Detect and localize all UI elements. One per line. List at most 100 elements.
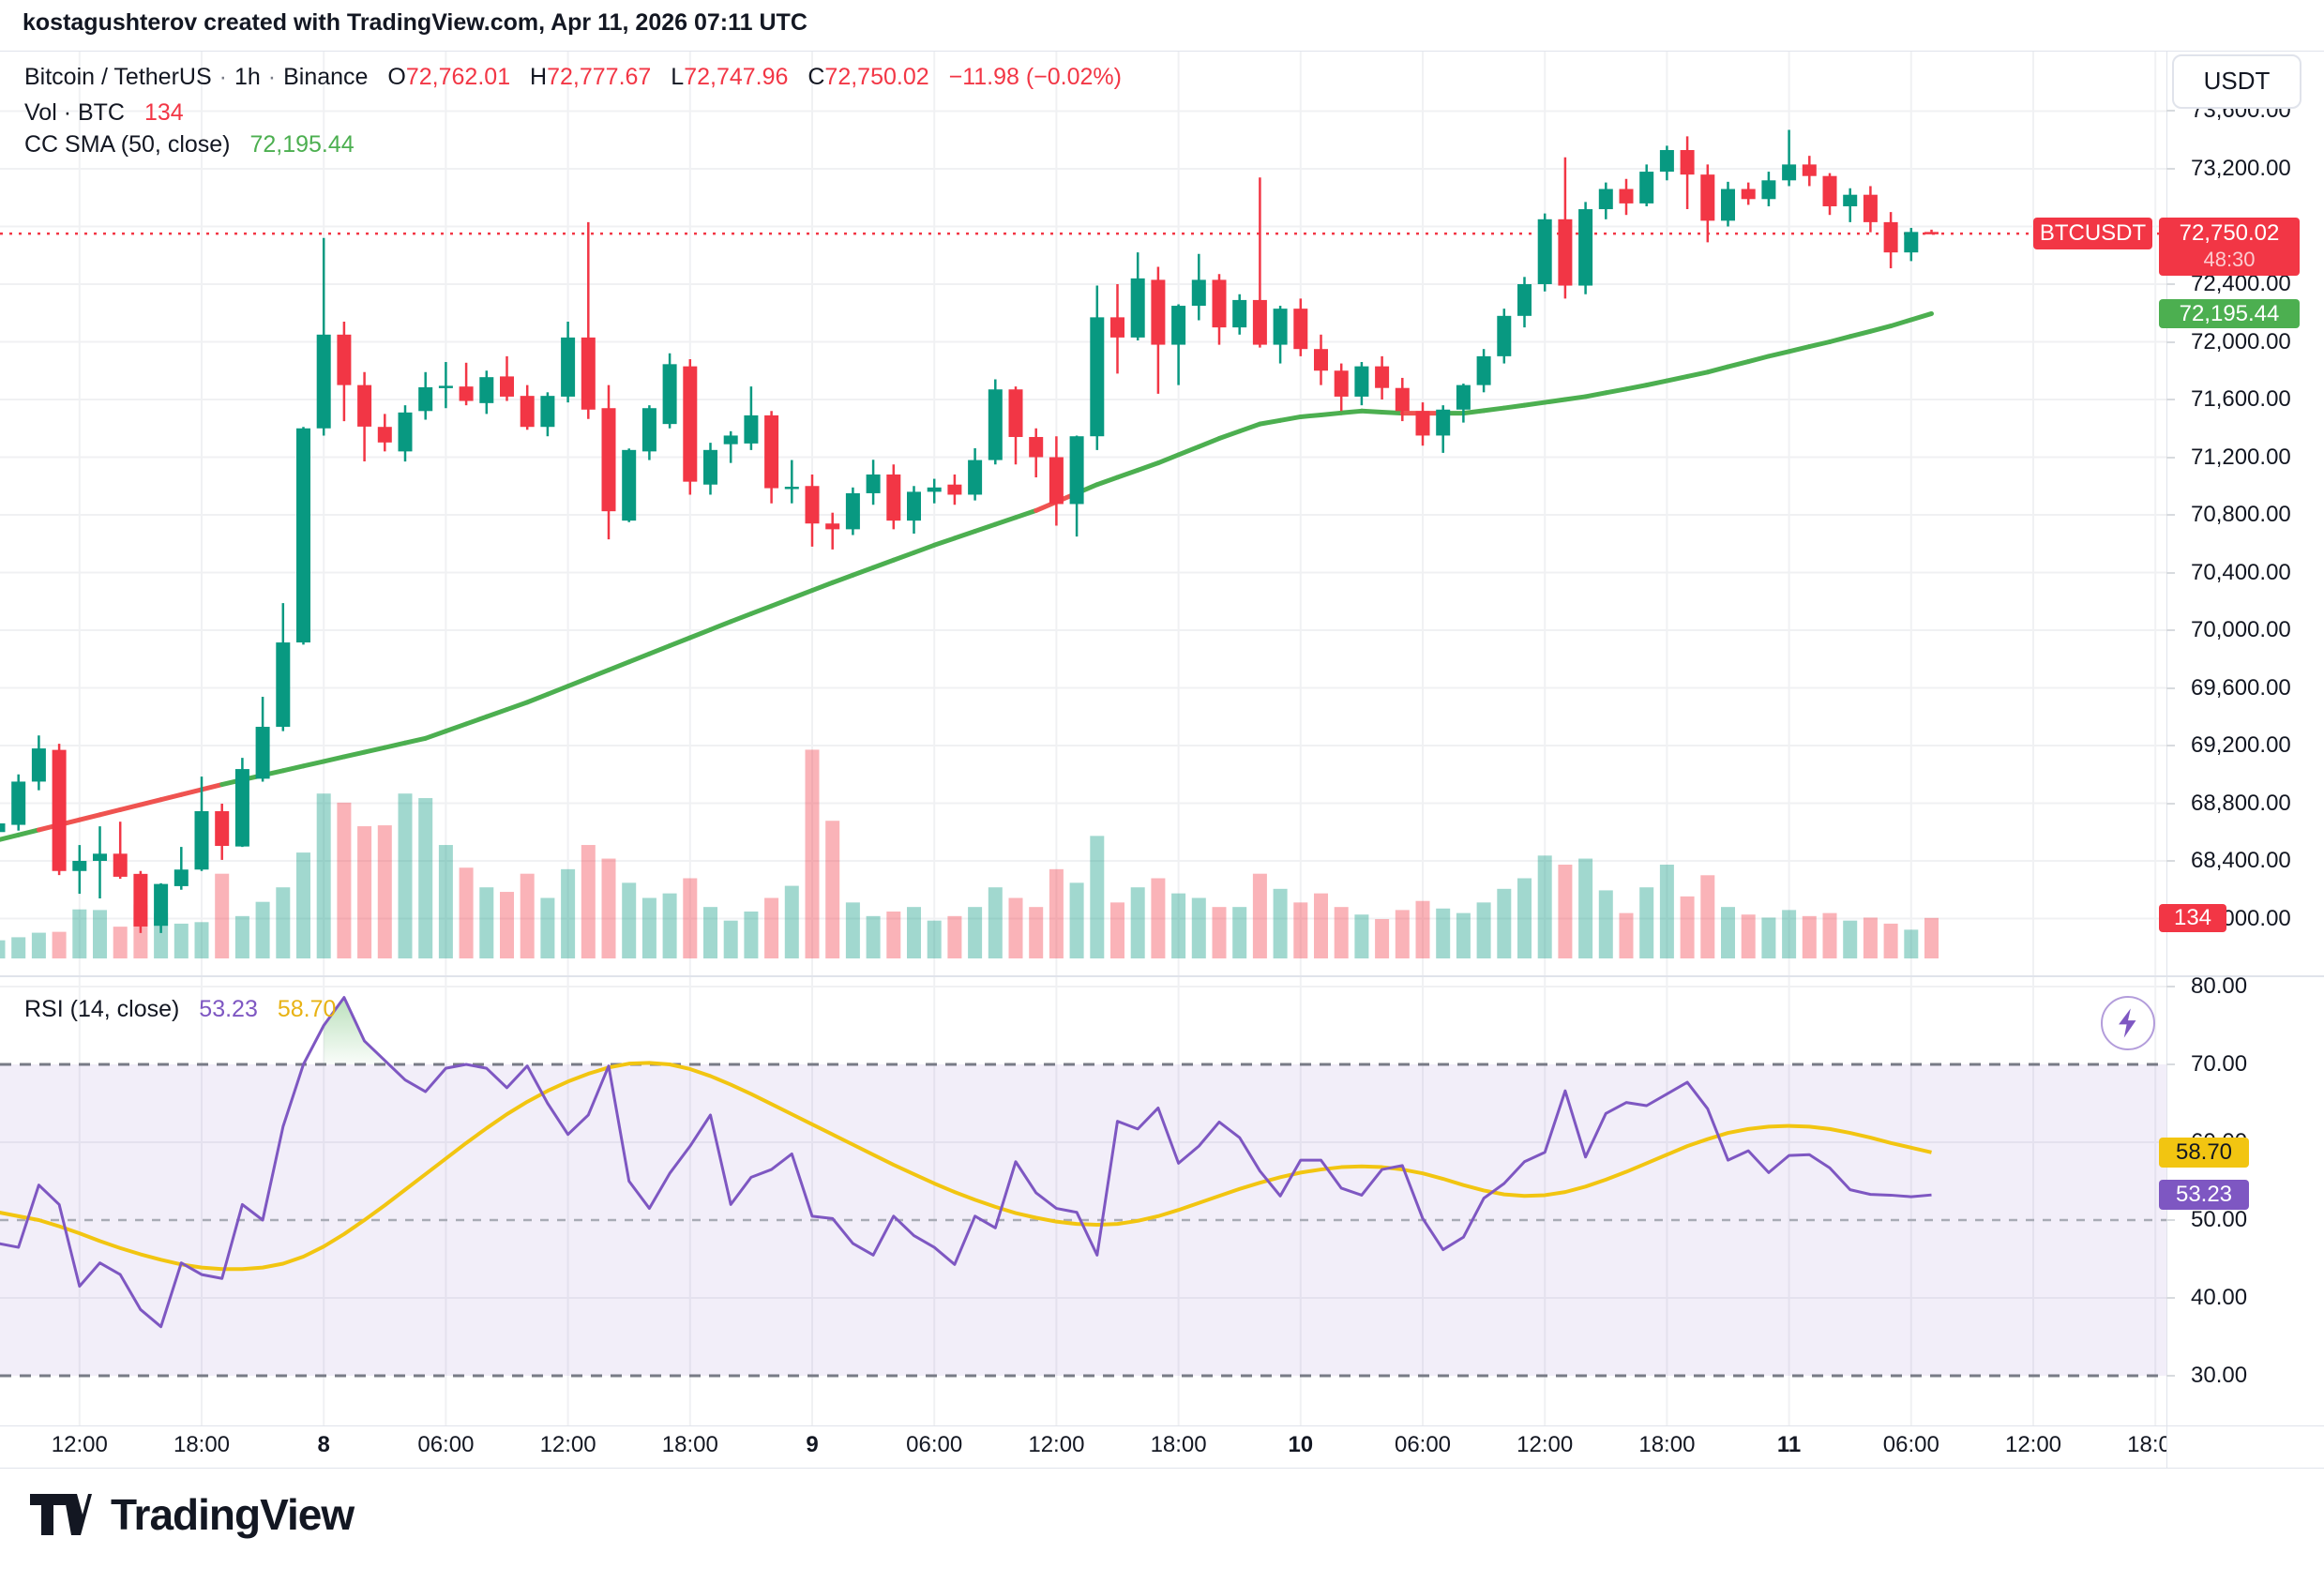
volume-value-badge: 134 (2159, 903, 2226, 932)
rsi-legend: RSI (14, close) 53.23 58.70 (24, 996, 336, 1023)
price-tick (2166, 745, 2175, 746)
price-tick-label: 71,200.00 (2191, 444, 2291, 470)
price-tick (2166, 629, 2175, 631)
price-tick (2166, 571, 2175, 574)
price-tick (2166, 860, 2175, 862)
price-tick-label: 69,200.00 (2191, 732, 2291, 758)
time-axis[interactable]: 12:00 18:00 8 06:00 12:00 18:00 9 06:00 12:00 18:… (0, 1426, 2166, 1468)
close-label: C (807, 64, 825, 90)
open-value: 72,762.01 (405, 64, 511, 90)
time-tick-label: 12:00 (1517, 1432, 1574, 1457)
low-value: 72,747.96 (684, 64, 789, 90)
time-tick-label: 12:00 (51, 1432, 108, 1457)
price-tick-label: 70,400.00 (2191, 559, 2291, 585)
price-tick (2166, 340, 2175, 343)
rsi-ma-value-badge: 58.70 (2159, 1137, 2249, 1168)
header-credit: kostagushterov created with TradingView.… (23, 9, 807, 36)
header-divider (0, 51, 2324, 52)
price-tick (2166, 802, 2175, 805)
time-tick-label: 06:00 (417, 1432, 475, 1457)
time-tick-label: 12:00 (1028, 1432, 1085, 1457)
price-tick (2166, 686, 2175, 689)
time-tick-label: 06:00 (1882, 1432, 1939, 1457)
time-tick-label: 06:00 (906, 1432, 963, 1457)
close-value: 72,750.02 (824, 64, 929, 90)
current-price-badge: 72,750.02 48:30 (2159, 218, 2300, 277)
pane-divider[interactable] (0, 975, 2324, 977)
rsi-tick-label: 80.00 (2191, 973, 2248, 999)
price-tick-label: 72,000.00 (2191, 328, 2291, 354)
low-label: L (671, 64, 685, 90)
bar-countdown: 48:30 (2203, 248, 2256, 272)
rsi-tick (2166, 1063, 2175, 1065)
tradingview-logo-text: TradingView (111, 1490, 355, 1539)
time-axis-bottom-border (0, 1468, 2324, 1469)
price-tick-label: 71,600.00 (2191, 386, 2291, 412)
rsi-tick (2166, 1219, 2175, 1221)
rsi-value-badge: 53.23 (2159, 1180, 2249, 1211)
time-tick-label: 18:00 (1638, 1432, 1696, 1457)
time-tick-label: 18:00 (661, 1432, 718, 1457)
price-tick-label: 69,600.00 (2191, 674, 2291, 701)
sma-value: 72,195.44 (249, 131, 355, 158)
sma-value-badge: 72,195.44 (2159, 299, 2300, 329)
change-value: −11.98 (−0.02%) (948, 64, 1122, 90)
price-tick (2166, 168, 2175, 170)
price-tick-label: 68,800.00 (2191, 790, 2291, 816)
time-tick-label: 18:00 (2127, 1432, 2166, 1457)
volume-value: 134 (143, 99, 184, 126)
price-tick (2166, 399, 2175, 400)
volume-label: Vol · BTC (24, 99, 125, 126)
rsi-value: 53.23 (199, 996, 258, 1022)
high-label: H (530, 64, 548, 90)
rsi-tick (2166, 1375, 2175, 1377)
price-tick-label: 73,200.00 (2191, 156, 2291, 181)
time-tick-label: 8 (317, 1432, 330, 1457)
rsi-label: RSI (14, close) (24, 996, 180, 1022)
rsi-tick-label: 40.00 (2191, 1285, 2248, 1310)
time-tick-label: 9 (806, 1432, 819, 1457)
rsi-tick-label: 50.00 (2191, 1207, 2248, 1232)
time-tick-label: 18:00 (173, 1432, 231, 1457)
time-tick-label: 10 (1288, 1432, 1314, 1457)
time-tick-label: 12:00 (539, 1432, 596, 1457)
price-tick (2166, 283, 2175, 285)
current-price-value: 72,750.02 (2179, 220, 2280, 247)
legend-separator: · (219, 64, 227, 90)
time-axis-divider (0, 1425, 2324, 1426)
sma-label: CC SMA (50, close) (24, 131, 231, 158)
symbol-exchange: Binance (283, 64, 369, 90)
symbol-interval: 1h (234, 64, 261, 90)
time-tick-label: 11 (1776, 1432, 1802, 1457)
volume-legend: Vol · BTC 134 (24, 99, 184, 127)
price-tick (2166, 110, 2175, 113)
price-tick-label: 70,000.00 (2191, 617, 2291, 642)
price-axis[interactable]: 73,600.00 73,200.00 72,800.00 72,400.00 … (2166, 51, 2324, 975)
price-tick (2166, 456, 2175, 459)
rsi-tick (2166, 986, 2175, 987)
rsi-tick-label: 30.00 (2191, 1363, 2248, 1388)
currency-toggle-button[interactable]: USDT (2172, 54, 2301, 109)
tradingview-logo[interactable]: TradingView (28, 1489, 355, 1540)
price-tick-label: 70,800.00 (2191, 502, 2291, 527)
rsi-tick (2166, 1297, 2175, 1299)
symbol-price-line-label: BTCUSDT (2033, 218, 2152, 250)
time-tick-label: 18:00 (1150, 1432, 1207, 1457)
tradingview-logo-icon (30, 1494, 92, 1535)
price-tick (2166, 514, 2175, 516)
price-tick-label: 68,400.00 (2191, 848, 2291, 873)
time-tick-label: 06:00 (1394, 1432, 1452, 1457)
price-axis-separator (2166, 51, 2167, 1468)
lightning-icon (2119, 1008, 2136, 1038)
rsi-tick-label: 70.00 (2191, 1051, 2248, 1077)
quick-trade-button[interactable] (2101, 996, 2155, 1050)
sma-legend: CC SMA (50, close) 72,195.44 (24, 131, 355, 158)
legend-separator: · (267, 64, 277, 90)
rsi-ma-value: 58.70 (277, 996, 337, 1022)
high-value: 72,777.67 (547, 64, 652, 90)
open-label: O (387, 64, 406, 90)
symbol-name: Bitcoin / TetherUS (24, 64, 212, 90)
symbol-legend: Bitcoin / TetherUS · 1h · Binance O72,762.01… (24, 64, 1122, 91)
